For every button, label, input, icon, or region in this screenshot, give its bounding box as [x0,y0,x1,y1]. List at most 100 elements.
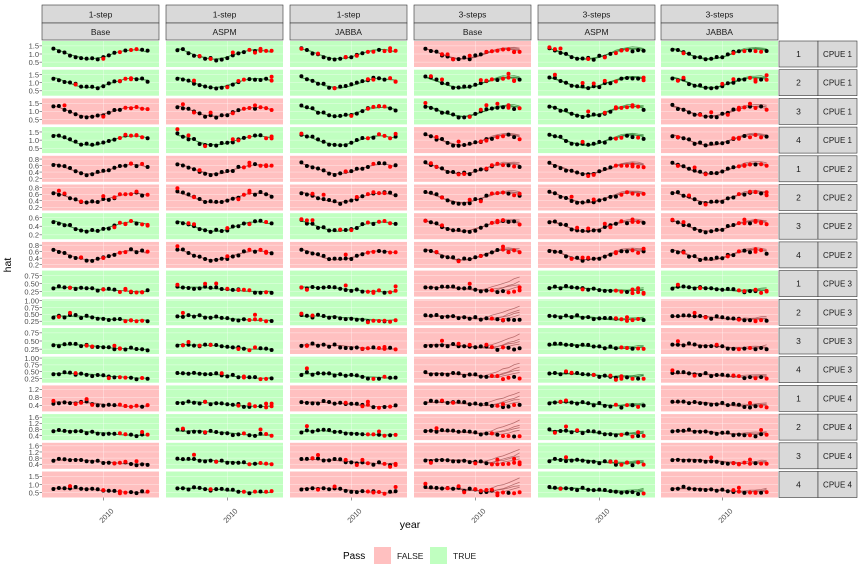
observed-point [106,53,111,58]
excluded-point [134,403,139,408]
excluded-point [512,193,517,198]
observed-point [219,141,224,145]
panel-4-3 [414,155,531,182]
observed-point [558,249,563,254]
observed-point [764,318,769,323]
observed-point [51,401,56,406]
excluded-point [62,191,67,196]
observed-point [434,192,439,197]
excluded-point [462,172,467,176]
observed-point [547,485,552,489]
observed-point [434,399,439,404]
excluded-point [79,255,84,260]
observed-point [428,313,433,318]
observed-point [731,433,736,438]
strip-index-6 [817,212,858,240]
excluded-point [230,137,235,142]
observed-point [393,193,398,198]
observed-point [602,432,607,437]
observed-point [79,84,84,89]
observed-point [236,375,241,380]
observed-point [423,190,428,194]
observed-point [495,432,500,437]
observed-point [62,370,67,375]
observed-point [140,47,145,52]
excluded-point [736,374,741,379]
observed-point [692,112,697,117]
observed-point [597,288,602,293]
observed-point [720,199,725,204]
observed-point [180,77,185,82]
excluded-point [112,343,117,348]
observed-point [79,371,84,376]
excluded-point [123,192,128,197]
observed-point [225,198,230,203]
observed-point [428,428,433,433]
observed-point [586,315,591,320]
observed-point [360,166,365,171]
excluded-point [253,312,257,317]
observed-point [703,459,708,464]
observed-point [484,252,489,257]
y-tick-label: 0.50 [24,279,39,288]
observed-point [230,317,235,322]
observed-point [316,428,320,433]
observed-point [569,430,574,435]
y-tick-label: 1.5 [29,472,39,481]
observed-point [299,160,304,165]
strip-replicate-label: 2 [796,307,801,317]
excluded-point [748,346,752,350]
excluded-point [759,461,764,466]
excluded-point [382,191,387,196]
excluded-point [388,464,393,469]
excluded-point [241,77,246,82]
excluded-point [641,462,646,467]
observed-point [602,225,607,229]
observed-point [73,429,78,434]
observed-point [445,255,450,260]
excluded-point [382,49,387,54]
observed-point [597,344,602,349]
excluded-point [484,103,489,108]
observed-point [670,399,675,404]
observed-point [495,248,500,252]
observed-point [462,286,467,291]
strip-model-label: ASPM [584,27,608,37]
observed-point [90,84,95,89]
observed-point [597,316,602,321]
observed-point [575,200,580,205]
observed-point [703,256,708,261]
excluded-point [495,48,500,53]
observed-point [197,313,202,318]
observed-point [440,428,444,433]
observed-point [681,458,686,463]
excluded-point [304,343,309,348]
observed-point [208,229,213,234]
observed-point [462,143,467,147]
excluded-point [365,220,370,225]
excluded-point [736,192,741,197]
observed-point [304,164,309,168]
observed-point [175,220,180,225]
excluded-point [382,133,387,138]
observed-point [230,433,235,438]
observed-point [84,313,89,318]
excluded-point [123,286,128,291]
observed-point [512,107,517,111]
excluded-point [703,315,708,320]
observed-point [467,57,472,62]
observed-point [129,462,133,466]
observed-point [467,141,472,146]
y-tick-label: 0.8 [29,393,39,402]
excluded-point [759,404,764,409]
observed-point [338,345,343,350]
observed-point [241,50,246,55]
observed-point [299,400,304,405]
excluded-point [580,287,585,292]
observed-point [84,173,89,178]
excluded-point [258,317,263,322]
observed-point [343,112,348,117]
observed-point [203,114,208,119]
strip-index-label: CPUE 3 [823,366,852,375]
